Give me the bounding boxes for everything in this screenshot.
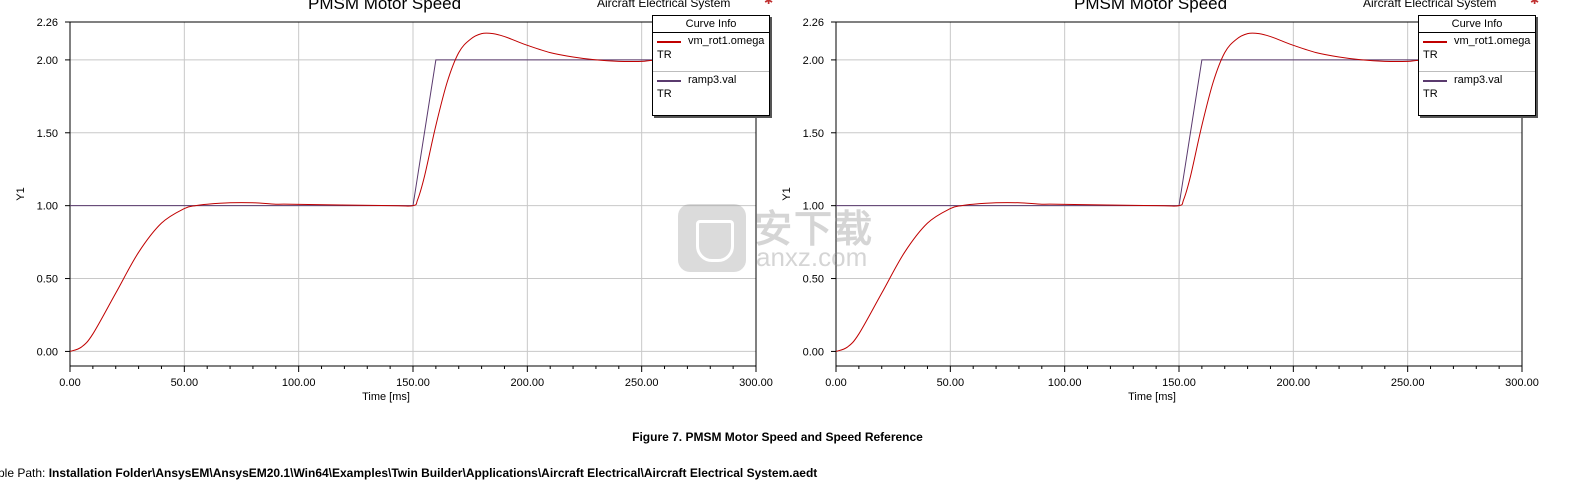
x-tick-label: 300.00 (739, 377, 773, 389)
legend-entry-unit: TR (1423, 49, 1438, 61)
x-tick-label: 200.00 (1277, 377, 1311, 389)
figure-caption: Figure 7. PMSM Motor Speed and Speed Ref… (632, 430, 923, 444)
x-tick-label: 300.00 (1505, 377, 1539, 389)
y-axis-label: Y1 (15, 187, 27, 200)
y-tick-label: 0.50 (803, 274, 824, 286)
legend-entry[interactable]: vm_rot1.omega TR (1419, 33, 1535, 72)
legend-entry-unit: TR (657, 49, 672, 61)
y-tick-label: 2.26 (37, 17, 58, 29)
plot-left: PMSM Motor Speed Aircraft Electrical Sys… (0, 0, 780, 420)
watermark-url: anxz.com (756, 242, 868, 272)
example-path: mple Path: Installation Folder\AnsysEM\A… (0, 466, 817, 480)
series-line-vm-rot1-omega (69, 32, 757, 352)
x-tick-label: 200.00 (511, 377, 545, 389)
watermark-text: 安下载 (754, 209, 875, 251)
x-tick-label: 100.00 (282, 377, 316, 389)
legend-swatch (1423, 80, 1447, 82)
plot-subtitle: Aircraft Electrical System (597, 0, 731, 10)
example-path-value: Installation Folder\AnsysEM\AnsysEM20.1\… (48, 466, 818, 480)
legend-entry-unit: TR (1423, 88, 1438, 100)
watermark: 安下载 anxz.com (678, 196, 898, 286)
y-tick-label: 1.50 (37, 128, 58, 140)
legend-entry[interactable]: vm_rot1.omega TR (653, 33, 769, 72)
y-tick-label: 1.50 (803, 128, 824, 140)
x-axis-label: Time [ms] (1128, 391, 1176, 403)
star-icon: ✱ (1530, 0, 1540, 7)
y-tick-label: 2.26 (803, 17, 824, 29)
x-tick-label: 250.00 (1391, 377, 1425, 389)
legend-entry-unit: TR (657, 88, 672, 100)
y-axis-label: Y1 (781, 187, 793, 200)
example-path-prefix: mple Path: (0, 466, 46, 480)
legend-entry-name: ramp3.val (1454, 74, 1503, 86)
shield-icon (678, 204, 746, 272)
plot-subtitle: Aircraft Electrical System (1363, 0, 1497, 10)
legend-entry-name: ramp3.val (688, 74, 737, 86)
y-tick-label: 2.00 (803, 55, 824, 67)
y-tick-label: 1.00 (37, 201, 58, 213)
plot-title: PMSM Motor Speed (1074, 0, 1228, 13)
x-tick-label: 150.00 (396, 377, 430, 389)
legend-swatch (1423, 41, 1447, 43)
legend-swatch (657, 41, 681, 43)
plot-title: PMSM Motor Speed (308, 0, 462, 13)
x-axis-label: Time [ms] (362, 391, 410, 403)
star-icon: ✱ (764, 0, 774, 7)
x-tick-label: 0.00 (59, 377, 80, 389)
y-tick-label: 0.50 (37, 274, 58, 286)
legend-title: Curve Info (653, 16, 769, 33)
x-tick-label: 100.00 (1048, 377, 1082, 389)
y-tick-label: 2.00 (37, 55, 58, 67)
legend-entry-name: vm_rot1.omega (688, 35, 765, 47)
legend-entry[interactable]: ramp3.val TR (653, 72, 769, 110)
plot-right: PMSM Motor Speed Aircraft Electrical Sys… (766, 0, 1546, 420)
y-tick-label: 0.00 (37, 346, 58, 358)
x-tick-label: 0.00 (825, 377, 846, 389)
legend-entry[interactable]: ramp3.val TR (1419, 72, 1535, 110)
x-tick-label: 50.00 (171, 377, 199, 389)
curve-info-legend[interactable]: Curve Info vm_rot1.omega TR ramp3.val TR (652, 15, 770, 116)
curve-info-legend[interactable]: Curve Info vm_rot1.omega TR ramp3.val TR (1418, 15, 1536, 116)
y-tick-label: 1.00 (803, 201, 824, 213)
plot-svg: 0.00 50.00 100.00 150.00 200.00 250.00 300.00 0… (781, 17, 1539, 403)
x-tick-label: 150.00 (1162, 377, 1196, 389)
x-tick-label: 250.00 (625, 377, 659, 389)
plot-svg: 0.00 50.00 100.00 150.00 200.00 250.00 300.00 0… (15, 17, 773, 403)
legend-swatch (657, 80, 681, 82)
x-tick-label: 50.00 (937, 377, 965, 389)
series-line-vm-rot1-omega (835, 32, 1523, 352)
legend-entry-name: vm_rot1.omega (1454, 35, 1531, 47)
y-tick-label: 0.00 (803, 346, 824, 358)
legend-title: Curve Info (1419, 16, 1535, 33)
